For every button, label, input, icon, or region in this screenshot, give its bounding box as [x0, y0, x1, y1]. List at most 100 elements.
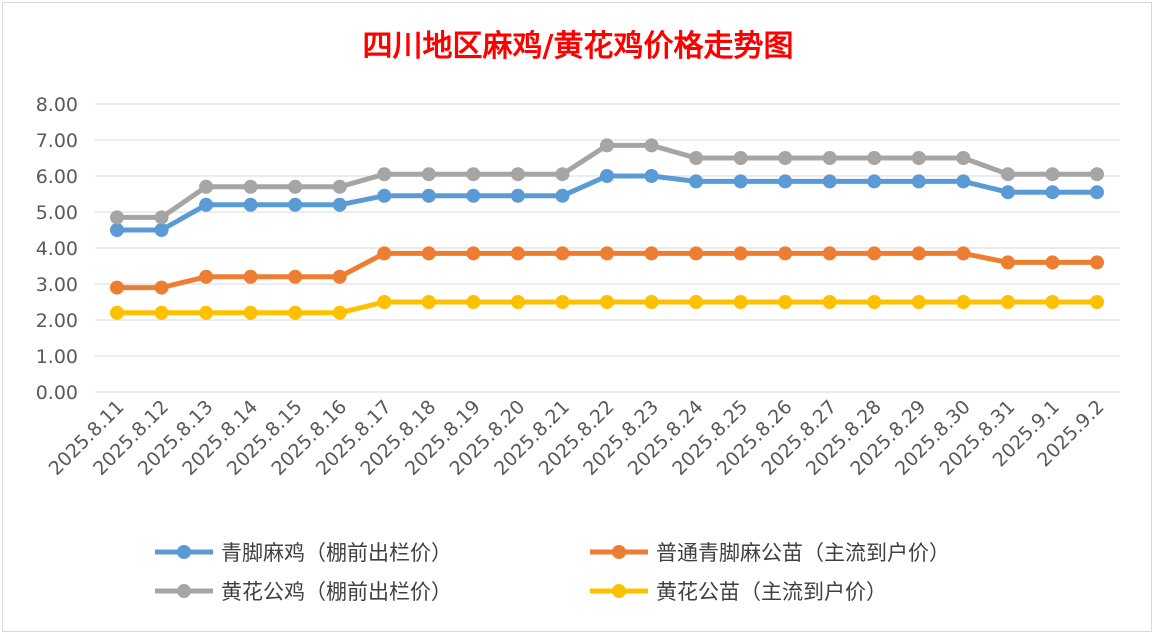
data-point: [555, 167, 570, 182]
data-point: [867, 295, 882, 309]
data-point: [600, 169, 614, 183]
data-point: [956, 246, 971, 261]
legend-label: 青脚麻鸡（棚前出栏价）: [221, 541, 452, 565]
x-axis-ticks: 2025.8.112025.8.122025.8.132025.8.142025…: [45, 396, 1109, 480]
data-point: [911, 151, 926, 165]
data-point: [689, 246, 704, 261]
data-point: [822, 295, 837, 309]
data-point: [288, 179, 303, 194]
data-point: [1090, 295, 1104, 309]
series-3: [110, 295, 1104, 320]
data-point: [199, 179, 214, 194]
data-point: [243, 269, 258, 284]
y-axis-ticks: 0.00 1.00 2.00 3.00 4.00 5.00 6.00 7.00 8.00: [36, 94, 78, 404]
data-point: [110, 210, 124, 225]
data-point: [199, 269, 214, 284]
data-point: [689, 151, 704, 165]
data-point: [1090, 255, 1104, 270]
data-point: [377, 246, 392, 261]
data-point: [644, 138, 659, 153]
data-point: [822, 174, 837, 189]
data-point: [600, 295, 614, 309]
data-point: [689, 174, 704, 189]
data-point: [243, 305, 258, 320]
data-point: [733, 151, 748, 165]
legend-marker-icon: [612, 584, 626, 598]
data-point: [644, 295, 659, 309]
data-point: [1090, 185, 1104, 200]
data-point: [733, 174, 748, 189]
data-point: [332, 197, 347, 212]
data-point: [510, 295, 525, 309]
data-point: [956, 174, 971, 189]
data-point: [600, 138, 614, 153]
legend-item: 黄花公苗（主流到户价）: [590, 580, 887, 604]
gridlines: [95, 103, 1120, 393]
data-point: [466, 295, 481, 309]
legend-marker-icon: [177, 584, 191, 598]
data-point: [288, 305, 303, 320]
data-point: [332, 179, 347, 194]
data-point: [600, 246, 614, 261]
data-point: [466, 188, 481, 203]
data-point: [956, 295, 971, 309]
data-point: [555, 295, 570, 309]
data-point: [466, 246, 481, 261]
data-point: [510, 167, 525, 182]
data-point: [243, 197, 258, 212]
data-point: [1000, 185, 1015, 200]
y-tick-label: 7.00: [36, 130, 78, 152]
legend-label: 黄花公苗（主流到户价）: [656, 580, 887, 604]
data-point: [822, 151, 837, 165]
data-point: [689, 295, 704, 309]
data-point: [332, 305, 347, 320]
y-tick-label: 2.00: [36, 310, 78, 332]
data-point: [644, 246, 659, 261]
y-tick-label: 0.00: [36, 382, 78, 404]
data-point: [377, 188, 392, 203]
data-point: [421, 188, 436, 203]
legend-item: 普通青脚麻公苗（主流到户价）: [590, 541, 950, 565]
data-point: [1000, 255, 1015, 270]
data-point: [154, 305, 169, 320]
data-point: [421, 167, 436, 182]
data-point: [288, 269, 303, 284]
data-point: [110, 223, 124, 237]
legend-label: 普通青脚麻公苗（主流到户价）: [656, 541, 950, 565]
data-point: [288, 197, 303, 212]
data-point: [778, 151, 793, 165]
y-tick-label: 1.00: [36, 346, 78, 368]
data-point: [243, 179, 258, 194]
data-point: [733, 295, 748, 309]
data-point: [110, 280, 124, 295]
legend: 青脚麻鸡（棚前出栏价） 普通青脚麻公苗（主流到户价） 黄花公鸡（棚前出栏价） 黄花公苗…: [155, 541, 950, 604]
data-point: [911, 246, 926, 261]
data-point: [778, 246, 793, 261]
data-point: [110, 305, 124, 320]
legend-label: 黄花公鸡（棚前出栏价）: [221, 580, 452, 604]
data-point: [867, 246, 882, 261]
data-point: [555, 246, 570, 261]
data-point: [911, 174, 926, 189]
data-point: [867, 174, 882, 189]
legend-marker-icon: [612, 545, 626, 559]
data-point: [154, 210, 169, 225]
data-point: [733, 246, 748, 261]
series-1: [110, 246, 1104, 295]
data-point: [466, 167, 481, 182]
data-point: [154, 280, 169, 295]
data-point: [911, 295, 926, 309]
y-tick-label: 4.00: [36, 238, 78, 260]
data-point: [644, 169, 659, 183]
data-point: [778, 174, 793, 189]
data-point: [199, 197, 214, 212]
data-point: [510, 246, 525, 261]
data-point: [154, 223, 169, 237]
data-point: [421, 295, 436, 309]
data-point: [867, 151, 882, 165]
data-point: [510, 188, 525, 203]
data-point: [199, 305, 214, 320]
data-point: [1000, 295, 1015, 309]
data-point: [778, 295, 793, 309]
